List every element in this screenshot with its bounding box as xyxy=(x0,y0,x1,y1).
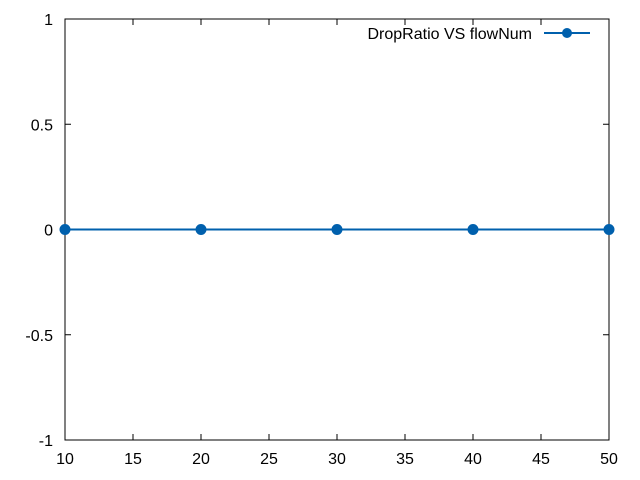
y-tick-label: -0.5 xyxy=(25,328,53,345)
axis-tick-labels: 10 15 20 25 30 35 40 45 50 -1 -0.5 0 0.5 1 xyxy=(25,12,618,468)
x-tick-label: 50 xyxy=(600,451,618,468)
series-layer xyxy=(59,224,615,235)
legend: DropRatio VS flowNum xyxy=(368,26,590,43)
x-tick-label: 20 xyxy=(192,451,210,468)
x-tick-label: 25 xyxy=(260,451,278,468)
x-tick-label: 35 xyxy=(396,451,414,468)
x-tick-label: 30 xyxy=(328,451,346,468)
x-tick-label: 10 xyxy=(56,451,74,468)
y-tick-label: 0 xyxy=(44,223,53,240)
y-tick-label: 0.5 xyxy=(31,117,53,134)
legend-marker-swatch xyxy=(562,28,572,38)
data-point xyxy=(59,224,71,235)
data-point xyxy=(603,224,615,235)
y-tick-label: -1 xyxy=(39,433,53,450)
x-tick-label: 45 xyxy=(532,451,550,468)
y-tick-label: 1 xyxy=(44,12,53,29)
data-point xyxy=(195,224,207,235)
x-tick-label: 15 xyxy=(124,451,142,468)
data-point xyxy=(331,224,343,235)
x-tick-label: 40 xyxy=(464,451,482,468)
data-point xyxy=(467,224,479,235)
legend-label: DropRatio VS flowNum xyxy=(368,26,533,43)
